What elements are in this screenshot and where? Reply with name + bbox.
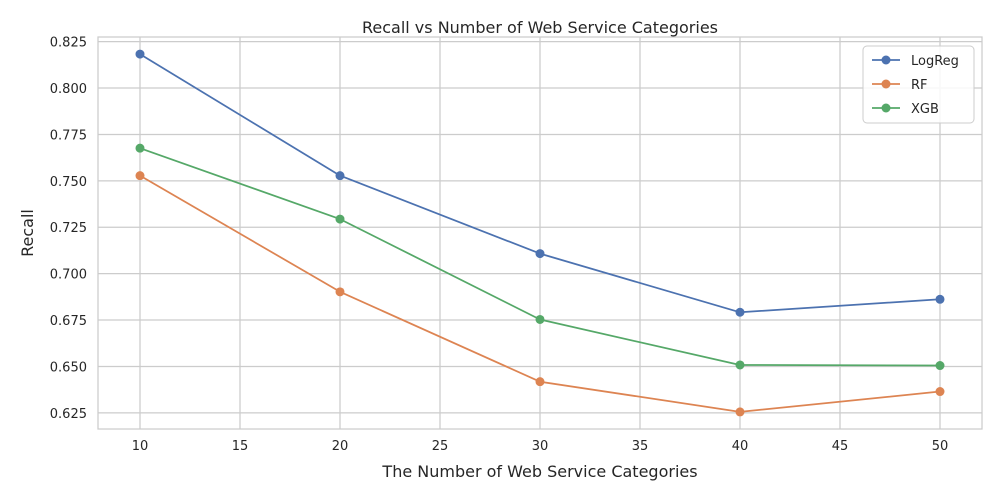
data-point-rf — [535, 377, 545, 387]
legend-box — [862, 45, 975, 124]
legend-marker-logreg — [881, 55, 891, 65]
x-tick-label: 15 — [232, 439, 249, 454]
grid-lines — [98, 37, 982, 429]
x-tick-label: 10 — [132, 439, 149, 454]
legend-label-logreg: LogReg — [911, 54, 959, 69]
y-tick-labels: 0.625 0.650 0.675 0.700 0.725 0.750 0.775 0.800… — [50, 36, 87, 422]
x-tick-label: 25 — [432, 439, 449, 454]
data-point-xgb — [135, 143, 145, 153]
data-point-logreg — [535, 249, 545, 259]
legend: LogReg RF XGB — [862, 45, 975, 124]
data-point-logreg — [735, 307, 745, 317]
data-point-logreg — [335, 171, 345, 181]
x-tick-label: 45 — [832, 439, 849, 454]
y-tick-label: 0.800 — [50, 82, 87, 97]
data-point-xgb — [335, 214, 345, 224]
chart-title: Recall vs Number of Web Service Categori… — [362, 18, 718, 37]
legend-marker-rf — [881, 79, 891, 89]
y-tick-label: 0.675 — [50, 314, 87, 329]
x-tick-label: 20 — [332, 439, 349, 454]
x-tick-label: 30 — [532, 439, 549, 454]
y-tick-label: 0.625 — [50, 407, 87, 422]
data-point-rf — [135, 171, 145, 181]
data-point-xgb — [935, 361, 945, 371]
legend-marker-xgb — [881, 103, 891, 113]
legend-label-rf: RF — [911, 78, 928, 93]
data-point-logreg — [135, 49, 145, 59]
x-tick-labels: 10 15 20 25 30 35 40 45 50 — [132, 439, 949, 454]
data-point-xgb — [735, 360, 745, 370]
data-point-logreg — [935, 294, 945, 304]
x-axis-label: The Number of Web Service Categories — [381, 462, 697, 481]
y-axis-label: Recall — [18, 209, 37, 257]
y-tick-label: 0.700 — [50, 268, 87, 283]
series-group — [135, 49, 945, 417]
y-tick-label: 0.750 — [50, 175, 87, 190]
data-point-rf — [935, 387, 945, 397]
x-tick-label: 35 — [632, 439, 649, 454]
x-tick-label: 50 — [932, 439, 949, 454]
data-point-rf — [735, 407, 745, 417]
y-tick-label: 0.825 — [50, 36, 87, 51]
plot-frame — [97, 36, 983, 430]
data-point-xgb — [535, 314, 545, 324]
data-point-rf — [335, 287, 345, 297]
y-tick-label: 0.725 — [50, 221, 87, 236]
y-tick-label: 0.650 — [50, 360, 87, 375]
y-tick-label: 0.775 — [50, 128, 87, 143]
x-tick-label: 40 — [732, 439, 749, 454]
legend-label-xgb: XGB — [911, 102, 939, 117]
